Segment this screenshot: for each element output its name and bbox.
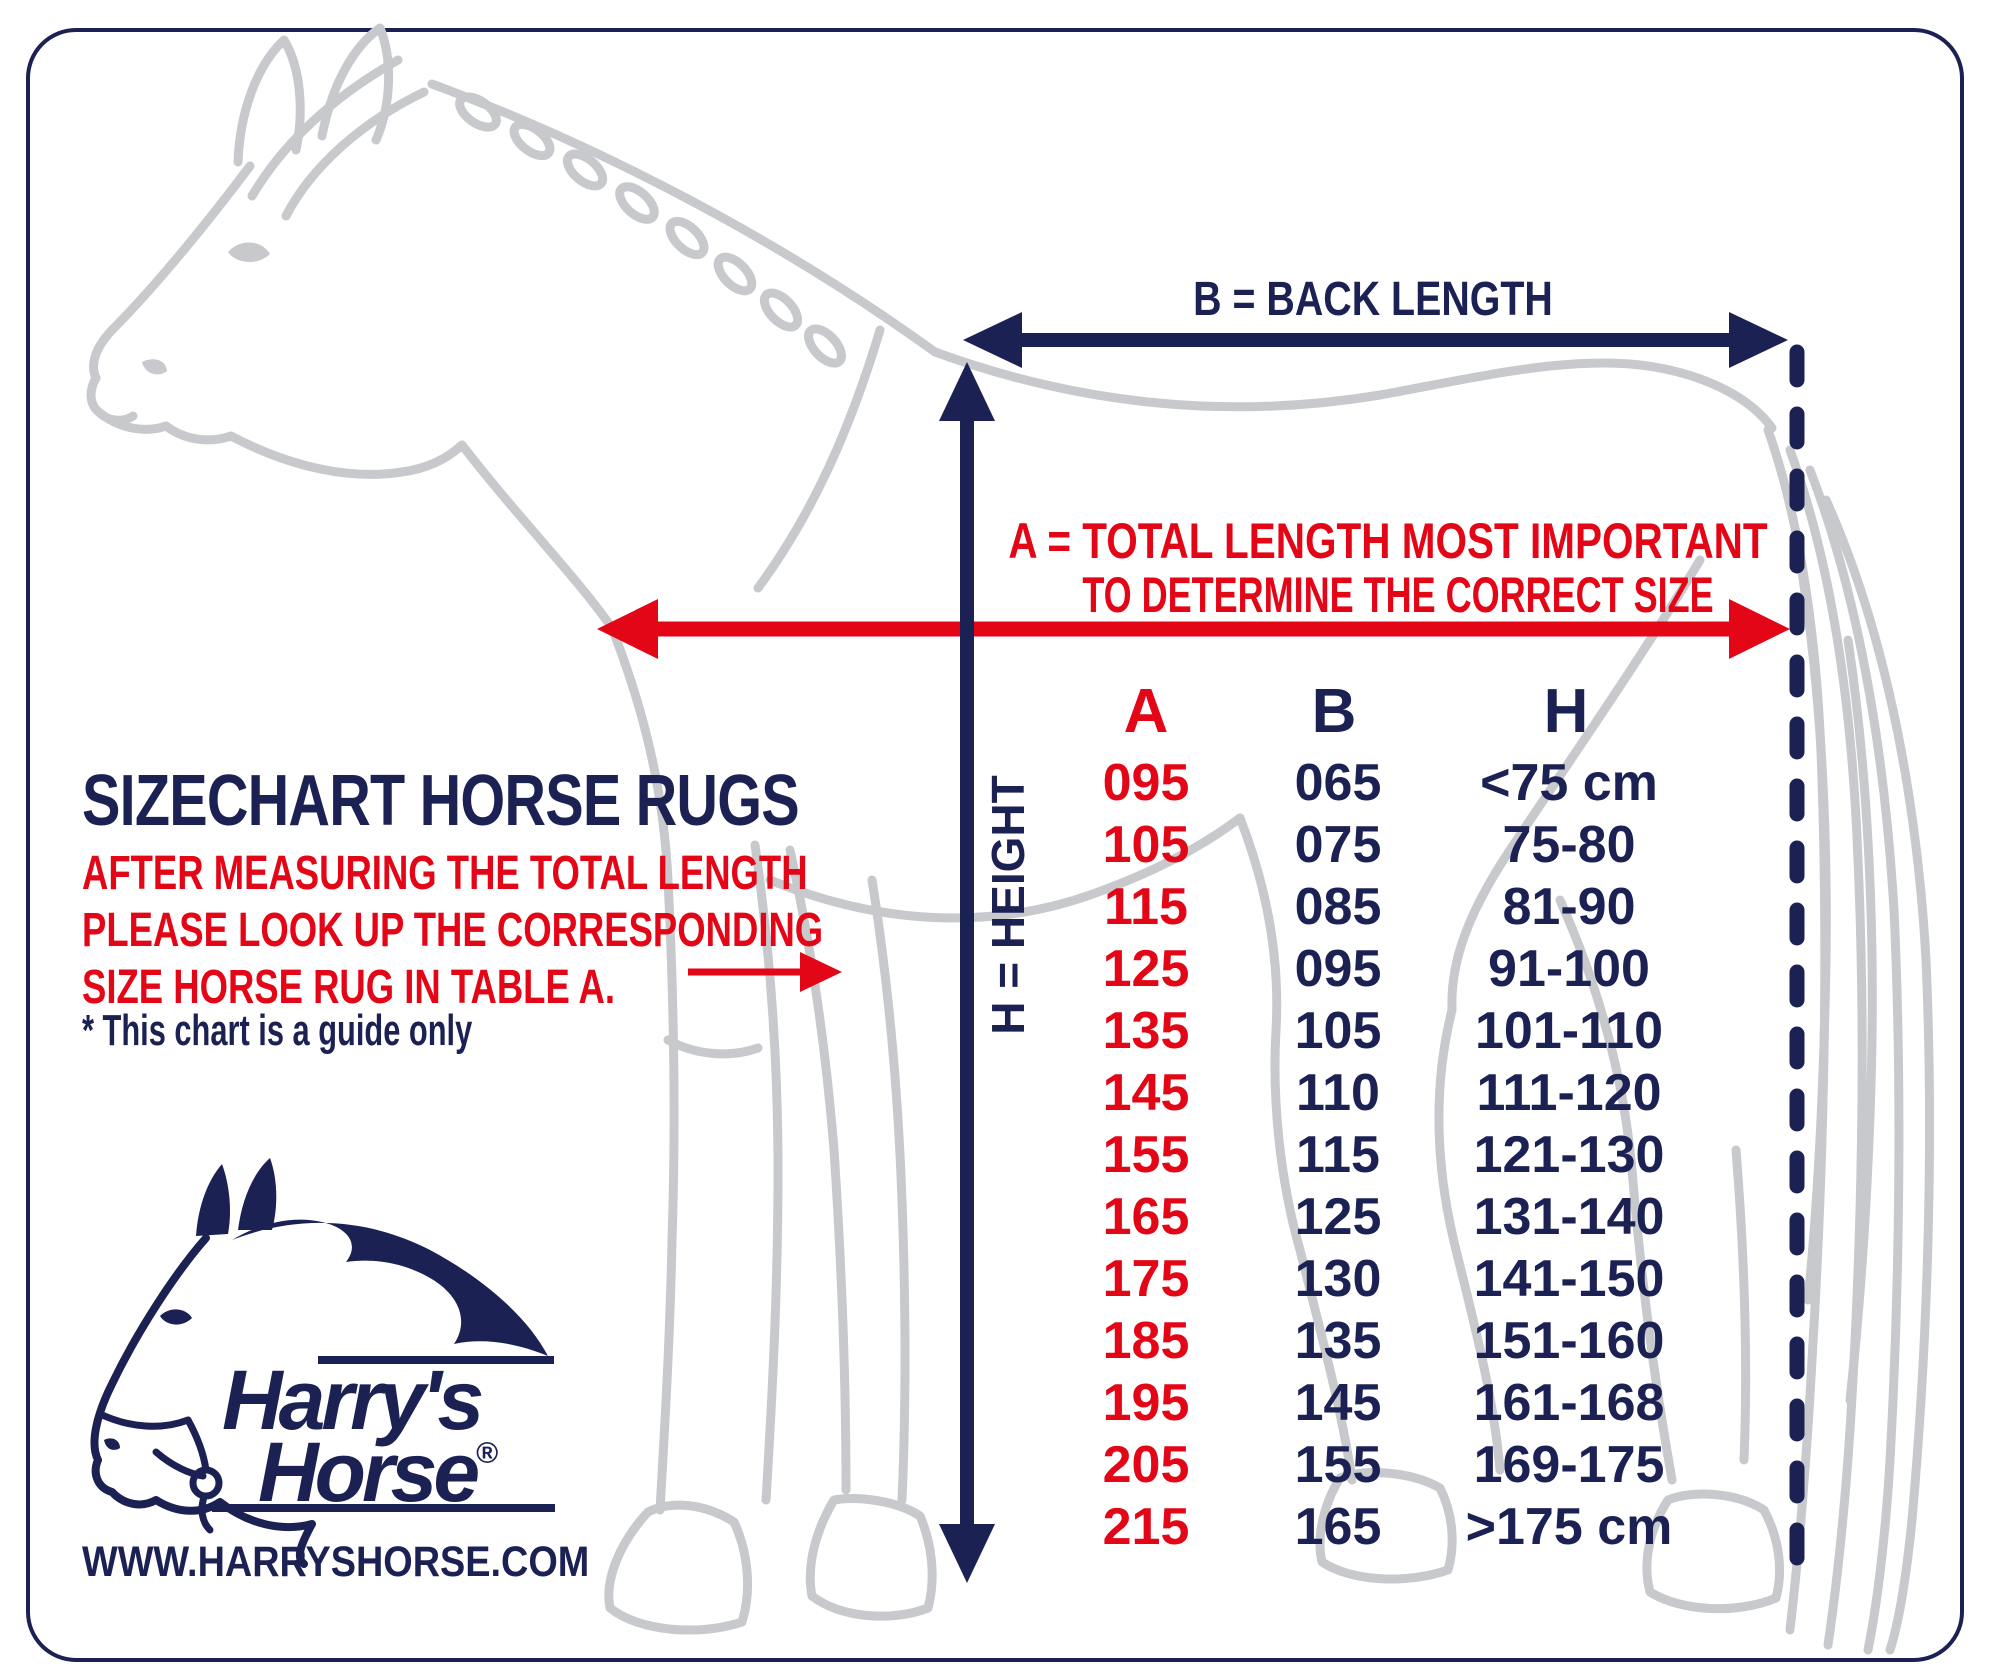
instruction-text: AFTER MEASURING THE TOTAL LENGTH PLEASE …: [82, 845, 823, 1016]
size-cell-a: 125: [1102, 940, 1190, 998]
table-header-b: B: [1311, 677, 1357, 746]
size-cell-a: 105: [1102, 816, 1190, 874]
size-cell-a: 185: [1102, 1312, 1190, 1370]
total-length-arrow: [597, 599, 1790, 659]
size-cell-a: 205: [1102, 1436, 1190, 1494]
size-cell-a: 195: [1102, 1374, 1190, 1432]
size-cell-b: 130: [1294, 1250, 1382, 1308]
size-cell-h: >175 cm: [1465, 1498, 1673, 1556]
size-cell-h: 81-90: [1502, 878, 1636, 936]
size-cell-h: 91-100: [1488, 940, 1650, 998]
registered-trademark-symbol: ®: [476, 1437, 499, 1470]
size-cell-a: 215: [1102, 1498, 1190, 1556]
size-cell-b: 145: [1294, 1374, 1382, 1432]
size-cell-a: 135: [1102, 1002, 1190, 1060]
height-arrow: [939, 362, 995, 1583]
size-table-body: 095 065 <75 cm 105 075 75-80 115 085 81-90 125 095…: [1050, 752, 1704, 1558]
size-cell-h: 161-168: [1473, 1374, 1665, 1432]
total-length-label-line1-text: A = TOTAL LENGTH MOST IMPORTANT: [1008, 513, 1768, 569]
website-url-text: WWW.HARRYSHORSE.COM: [82, 1538, 590, 1586]
size-cell-b: 095: [1294, 940, 1382, 998]
height-label: H = HEIGHT: [982, 775, 1034, 1035]
logo-rule-bottom: [212, 1504, 555, 1512]
instruction-line2: PLEASE LOOK UP THE CORRESPONDING: [82, 904, 824, 957]
back-length-arrow: [963, 312, 1788, 368]
size-cell-h: 141-150: [1473, 1250, 1665, 1308]
size-cell-b: 075: [1294, 816, 1382, 874]
page-title: SIZECHART HORSE RUGS: [82, 760, 978, 842]
harrys-horse-logo-head: [90, 1158, 548, 1568]
size-cell-b: 115: [1296, 1126, 1380, 1184]
card-border: [26, 28, 1964, 1662]
disclaimer-note: * This chart is a guide only: [82, 1006, 639, 1056]
brand-wordmark-line2-text: Horse: [258, 1425, 480, 1519]
size-cell-a: 095: [1102, 754, 1190, 812]
size-cell-b: 135: [1294, 1312, 1382, 1370]
size-cell-a: 145: [1102, 1064, 1190, 1122]
size-cell-h: 111-120: [1476, 1064, 1662, 1122]
size-cell-h: <75 cm: [1480, 754, 1658, 812]
size-cell-h: 131-140: [1473, 1188, 1665, 1246]
size-cell-a: 115: [1104, 878, 1188, 936]
size-cell-b: 165: [1294, 1498, 1382, 1556]
size-cell-h: 75-80: [1502, 816, 1636, 874]
size-cell-a: 175: [1102, 1250, 1190, 1308]
total-length-label-line2-text: TO DETERMINE THE CORRECT SIZE: [1082, 567, 1714, 623]
brand-wordmark-line2: Horse®: [258, 1430, 498, 1514]
size-cell-b: 110: [1296, 1064, 1380, 1122]
size-cell-a: 165: [1102, 1188, 1190, 1246]
table-pointer-arrow: [688, 952, 842, 992]
size-cell-b: 105: [1294, 1002, 1382, 1060]
back-length-label: B = BACK LENGTH: [1154, 272, 1593, 327]
back-length-label-text: B = BACK LENGTH: [1193, 273, 1553, 326]
table-header-a: A: [1123, 677, 1169, 746]
instruction-line3: SIZE HORSE RUG IN TABLE A.: [82, 961, 616, 1014]
size-cell-b: 125: [1294, 1188, 1382, 1246]
size-cell-b: 065: [1294, 754, 1382, 812]
table-header-h: H: [1543, 677, 1589, 746]
horse-outline-illustration: [86, 23, 1935, 1655]
size-cell-b: 085: [1294, 878, 1382, 936]
website-url: WWW.HARRYSHORSE.COM: [82, 1538, 659, 1587]
size-cell-a: 155: [1102, 1126, 1190, 1184]
size-cell-h: 169-175: [1473, 1436, 1665, 1494]
size-cell-h: 101-110: [1475, 1002, 1663, 1060]
size-cell-b: 155: [1294, 1436, 1382, 1494]
size-cell-h: 151-160: [1473, 1312, 1665, 1370]
page-title-text: SIZECHART HORSE RUGS: [82, 761, 800, 841]
logo-rule-top: [318, 1356, 554, 1364]
total-length-label-line1: A = TOTAL LENGTH MOST IMPORTANT: [919, 512, 1856, 570]
brand-wordmark-line1: Harry's: [222, 1353, 484, 1447]
total-length-label-line2: TO DETERMINE THE CORRECT SIZE: [960, 566, 1837, 624]
size-cell-h: 121-130: [1473, 1126, 1665, 1184]
instruction-line1: AFTER MEASURING THE TOTAL LENGTH: [82, 847, 808, 900]
disclaimer-note-text: * This chart is a guide only: [82, 1006, 473, 1055]
